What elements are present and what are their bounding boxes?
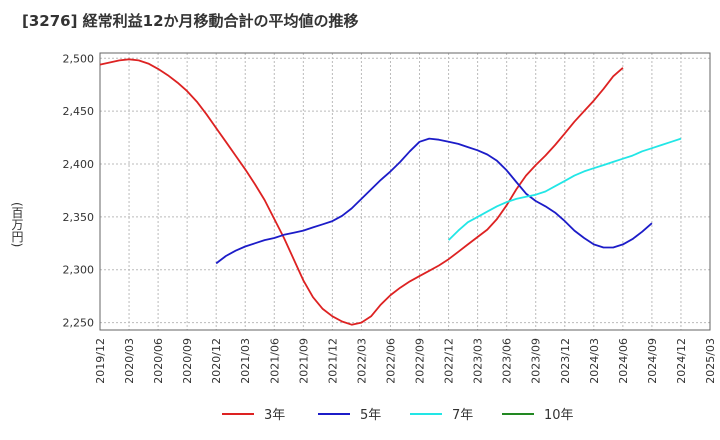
legend-label: 3年	[264, 408, 285, 423]
x-tick-label: 2019/12	[94, 338, 107, 384]
x-tick-label: 2024/12	[675, 338, 688, 384]
y-axis-label: (百万円)	[10, 202, 24, 248]
x-tick-label: 2020/09	[181, 338, 194, 384]
x-tick-label: 2022/06	[384, 338, 397, 384]
x-tick-label: 2020/03	[123, 338, 136, 384]
x-tick-label: 2024/03	[588, 338, 601, 384]
y-axis-ticks: 2,250 2,300 2,350 2,400 2,450 2,500	[63, 52, 95, 329]
series-lines	[99, 58, 682, 326]
y-tick-label: 2,450	[63, 105, 95, 118]
series-line-3年	[99, 58, 624, 326]
x-tick-label: 2023/06	[501, 338, 514, 384]
x-tick-label: 2021/09	[297, 338, 310, 384]
legend-label: 10年	[544, 408, 574, 423]
x-tick-label: 2023/03	[472, 338, 485, 384]
x-tick-label: 2021/03	[239, 338, 252, 384]
y-tick-label: 2,500	[63, 52, 95, 65]
legend-label: 5年	[360, 408, 381, 423]
x-tick-label: 2023/09	[530, 338, 543, 384]
series-line-7年	[447, 137, 682, 241]
y-tick-label: 2,400	[63, 158, 95, 171]
y-tick-label: 2,350	[63, 211, 95, 224]
y-tick-label: 2,250	[63, 317, 95, 330]
x-tick-label: 2020/06	[152, 338, 165, 384]
legend: 3年 5年 7年 10年	[222, 408, 574, 423]
x-tick-label: 2022/09	[414, 338, 427, 384]
x-tick-label: 2022/03	[355, 338, 368, 384]
chart-title: [3276] 経常利益12か月移動合計の平均値の推移	[22, 12, 359, 30]
legend-label: 7年	[452, 408, 473, 423]
x-tick-label: 2023/12	[559, 338, 572, 384]
x-tick-label: 2020/12	[210, 338, 223, 384]
x-tick-label: 2025/03	[704, 338, 717, 384]
x-tick-label: 2024/06	[617, 338, 630, 384]
y-tick-label: 2,300	[63, 264, 95, 277]
x-tick-label: 2021/12	[326, 338, 339, 384]
x-tick-label: 2022/12	[443, 338, 456, 384]
x-tick-label: 2024/09	[646, 338, 659, 384]
gridlines	[99, 53, 711, 330]
series-line-5年	[215, 137, 653, 265]
x-tick-label: 2021/06	[268, 338, 281, 384]
x-axis-ticks: 2019/12 2020/03 2020/06 2020/09 2020/12 2021/…	[94, 338, 717, 384]
plot-frame	[99, 52, 711, 331]
